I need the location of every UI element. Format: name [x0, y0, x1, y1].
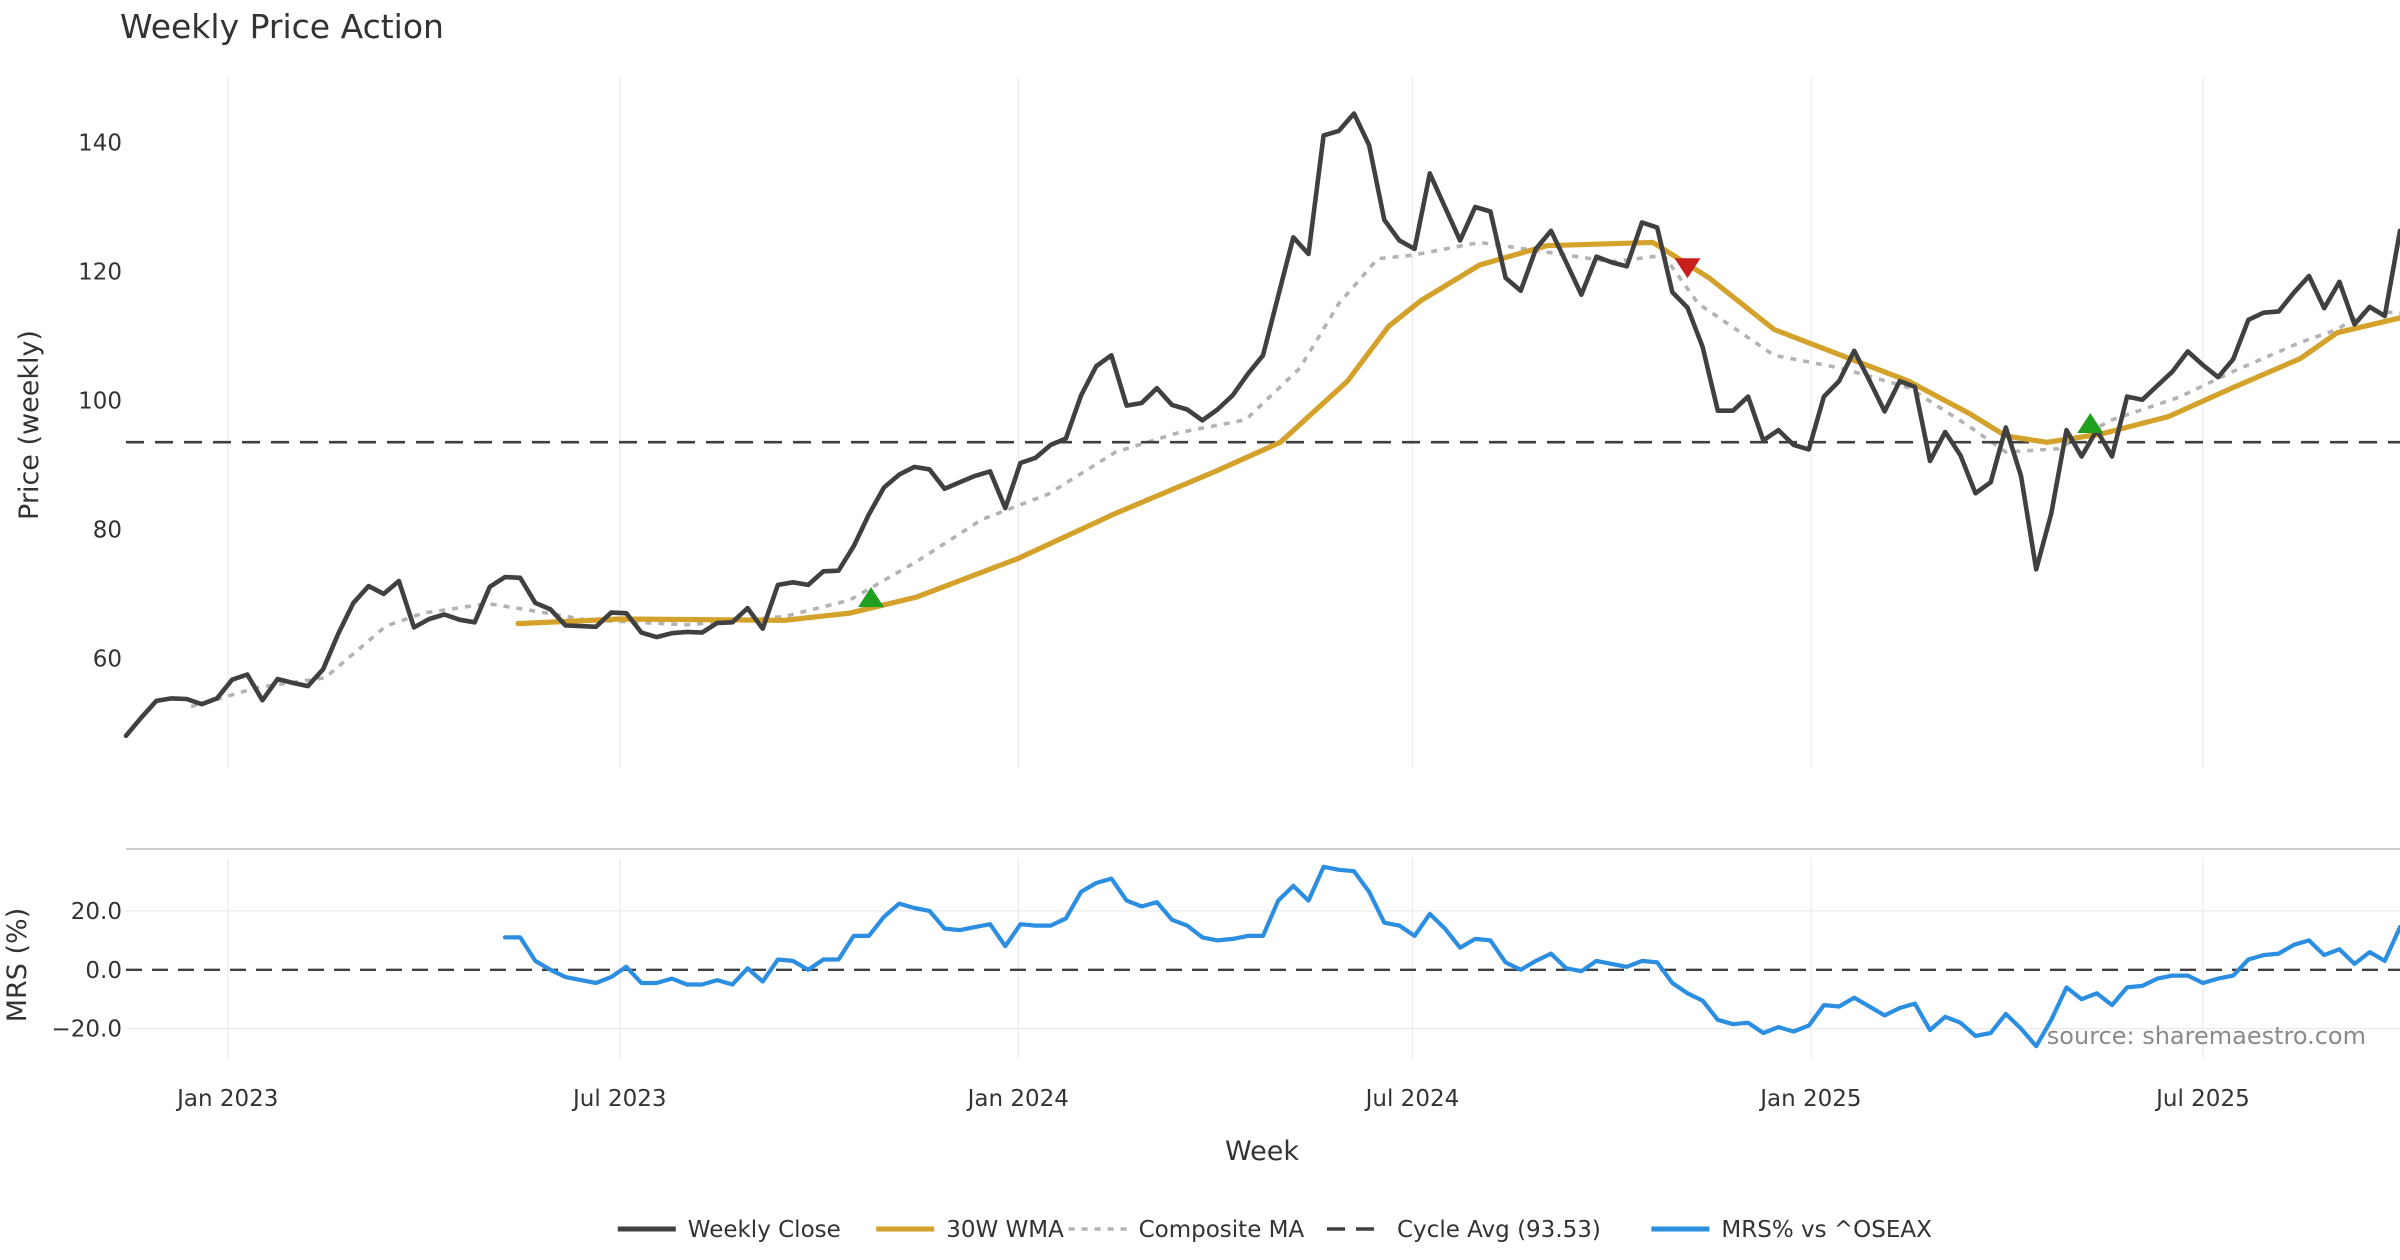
mrs-y-tick-label: 0.0	[85, 958, 122, 984]
price-series	[123, 111, 2400, 739]
source-credit: source: sharemaestro.com	[2047, 1022, 2366, 1050]
buy-signal-marker	[2077, 413, 2104, 433]
x-tick-label: Jan 2025	[1758, 1086, 1861, 1112]
legend-label: Cycle Avg (93.53)	[1397, 1217, 1601, 1243]
x-tick-label: Jul 2023	[571, 1086, 667, 1112]
x-ticks: Jan 2023 Jul 2023 Jan 2024 Jul 2024 Jan 2025…	[175, 1086, 2250, 1112]
x-tick-label: Jan 2024	[966, 1086, 1069, 1112]
price-y-tick-label: 100	[78, 388, 122, 414]
x-tick-label: Jul 2024	[1364, 1086, 1460, 1112]
price-y-tick-label: 80	[93, 517, 122, 543]
mrs-series	[502, 864, 2400, 1049]
sell-signal-marker	[1674, 258, 1701, 279]
mrs-y-tick-label: 20.0	[71, 899, 122, 925]
series-line-30w-wma	[515, 239, 2400, 627]
price-y-axis-title: Price (weekly)	[14, 330, 45, 520]
chart-legend: Weekly Close 30W WMA Composite MA Cycle Avg…	[617, 1217, 1932, 1243]
x-tick-label: Jan 2023	[175, 1086, 278, 1112]
series-line-mrs-vs-oseax	[502, 864, 2400, 1049]
x-tick-label: Jul 2025	[2154, 1086, 2250, 1112]
buy-signal-marker	[858, 587, 885, 608]
signal-markers	[858, 258, 2104, 608]
legend-label: MRS% vs ^OSEAX	[1721, 1217, 1932, 1243]
legend-label: Composite MA	[1139, 1217, 1305, 1243]
series-line-weekly-close	[123, 111, 2400, 739]
series-line-composite-ma	[190, 240, 2400, 709]
mrs-y-ticks: 20.0 0.0 −20.0	[52, 899, 122, 1043]
price-panel-grid	[227, 78, 2204, 768]
legend-label: Weekly Close	[688, 1217, 841, 1243]
legend-label: 30W WMA	[946, 1217, 1064, 1243]
price-y-tick-label: 140	[78, 130, 122, 156]
price-y-tick-label: 60	[93, 646, 122, 672]
mrs-y-axis-title: MRS (%)	[2, 908, 33, 1023]
price-y-tick-label: 120	[78, 259, 122, 285]
chart-title: Weekly Price Action	[120, 7, 444, 46]
mrs-y-tick-label: −20.0	[52, 1017, 122, 1043]
x-axis-title: Week	[1225, 1136, 1299, 1167]
price-y-ticks: 60 80 100 120 140	[78, 130, 122, 672]
